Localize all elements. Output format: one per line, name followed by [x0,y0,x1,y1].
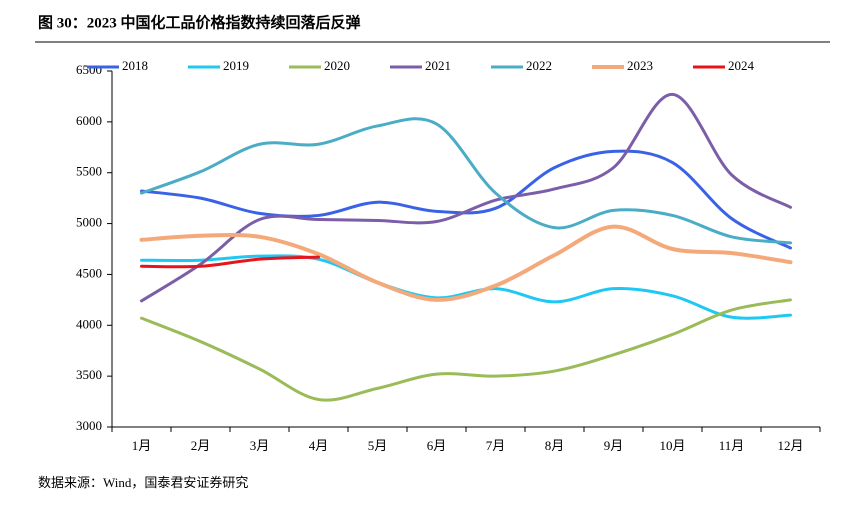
series-line [140,298,792,402]
x-tick-label: 8月 [545,438,565,453]
y-tick-label: 3500 [76,367,102,382]
y-tick-label: 6500 [76,62,102,77]
series-line [139,224,793,302]
legend-label: 2018 [122,58,148,73]
y-tick-label: 5500 [76,164,102,179]
series-line [140,255,320,269]
legend-label: 2023 [627,58,653,73]
x-tick-label: 7月 [486,438,506,453]
x-tick-label: 6月 [427,438,447,453]
legend-label: 2020 [324,58,350,73]
x-tick-label: 5月 [368,438,388,453]
x-tick-label: 4月 [309,438,329,453]
legend-label: 2021 [425,58,451,73]
legend-label: 2022 [526,58,552,73]
y-tick-label: 5000 [76,215,102,230]
legend-label: 2019 [223,58,249,73]
x-tick-label: 3月 [250,438,270,453]
series-line [140,117,792,245]
x-tick-label: 9月 [604,438,624,453]
x-tick-label: 2月 [191,438,211,453]
series-line [140,92,792,303]
y-tick-label: 3000 [76,418,102,433]
legend-label: 2024 [728,58,755,73]
series-line [140,149,792,250]
chart-title: 图 30：2023 中国化工品价格指数持续回落后反弹 [38,13,361,31]
x-tick-label: 11月 [719,438,745,453]
x-tick-label: 12月 [777,438,803,453]
x-tick-label: 10月 [659,438,685,453]
x-tick-label: 1月 [132,438,152,453]
source-note: 数据来源：Wind，国泰君安证券研究 [38,475,248,490]
y-tick-label: 4000 [76,316,102,331]
y-tick-label: 4500 [76,265,102,280]
y-tick-label: 6000 [76,113,102,128]
series-line [140,254,792,320]
